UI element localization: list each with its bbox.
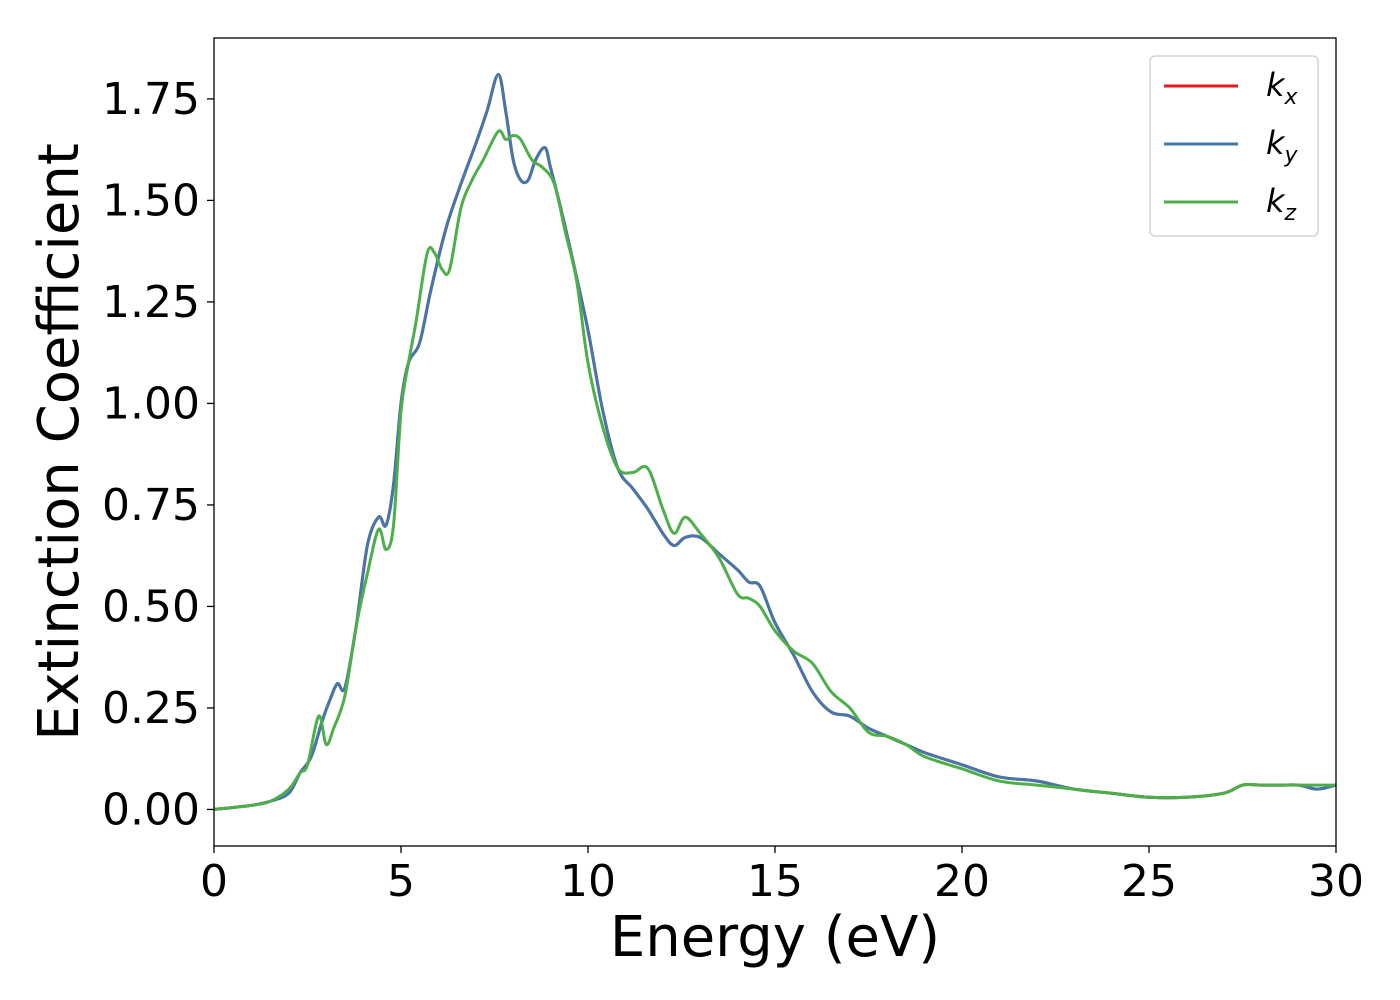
x-tick-label: 10 xyxy=(560,856,616,907)
y-tick-label: 0.25 xyxy=(102,683,200,734)
x-tick-label: 0 xyxy=(200,856,228,907)
x-axis: 0 5 10 15 20 25 30 xyxy=(200,846,1364,907)
x-axis-label: Energy (eV) xyxy=(610,905,940,970)
y-tick-label: 0.75 xyxy=(102,480,200,531)
y-axis: 0.00 0.25 0.50 0.75 1.00 1.25 1.50 1.75 xyxy=(102,74,214,835)
y-tick-label: 0.00 xyxy=(102,784,200,835)
series-line-y xyxy=(214,73,1336,811)
x-tick-label: 20 xyxy=(934,856,990,907)
y-tick-label: 1.00 xyxy=(102,378,200,429)
y-tick-label: 1.25 xyxy=(102,277,200,328)
y-tick-label: 1.75 xyxy=(102,74,200,125)
series-line-z xyxy=(214,129,1336,811)
y-tick-label: 0.50 xyxy=(102,581,200,632)
x-tick-label: 5 xyxy=(387,856,415,907)
x-tick-label: 25 xyxy=(1121,856,1177,907)
y-tick-label: 1.50 xyxy=(102,175,200,226)
x-tick-label: 15 xyxy=(747,856,803,907)
legend-frame xyxy=(1149,55,1319,237)
series-layer xyxy=(214,73,1336,811)
y-axis-label: Extinction Coefficient xyxy=(27,143,92,741)
x-tick-label: 30 xyxy=(1308,856,1364,907)
